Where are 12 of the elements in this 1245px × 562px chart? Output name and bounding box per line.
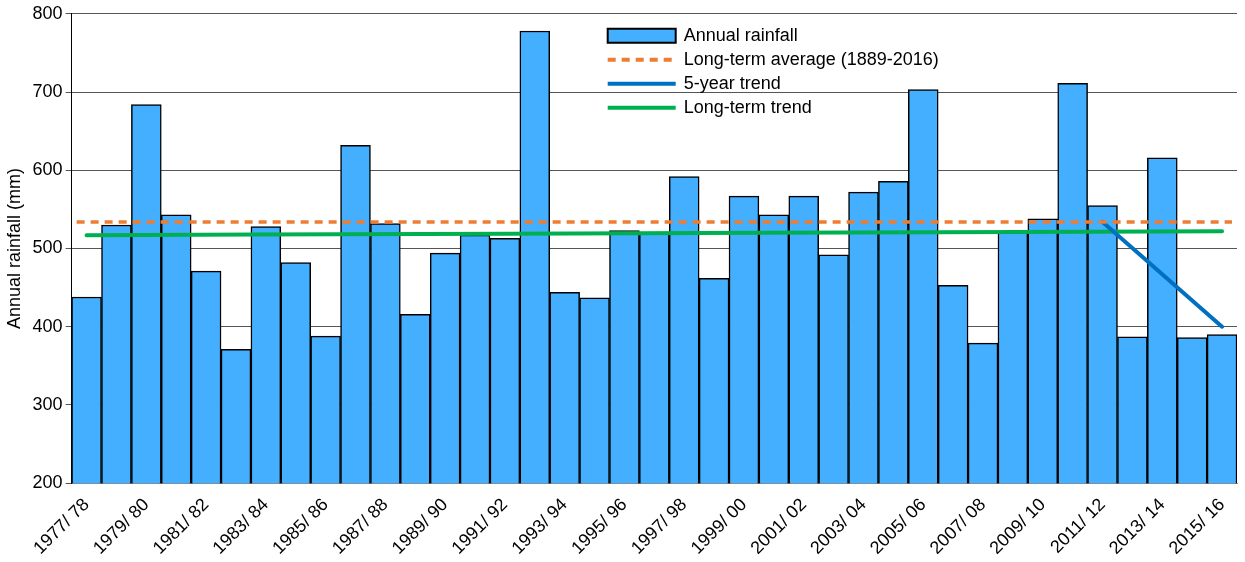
y-tick-label: 400 <box>32 315 63 336</box>
y-tick-label: 200 <box>32 472 63 493</box>
y-tick-label: 700 <box>32 81 63 101</box>
y-tick-label: 800 <box>32 2 63 23</box>
legend-label: Long-term average (1889-2016) <box>683 48 939 69</box>
legend-label: Long-term trend <box>683 96 812 117</box>
legend-label: Annual rainfall <box>683 24 798 45</box>
y-axis-title: Annual rainfall (mm) <box>3 167 24 330</box>
y-tick-label: 300 <box>32 393 63 414</box>
legend-label: 5-year trend <box>683 72 781 93</box>
y-tick-label: 600 <box>32 159 63 180</box>
y-tick-label: 500 <box>32 237 63 258</box>
